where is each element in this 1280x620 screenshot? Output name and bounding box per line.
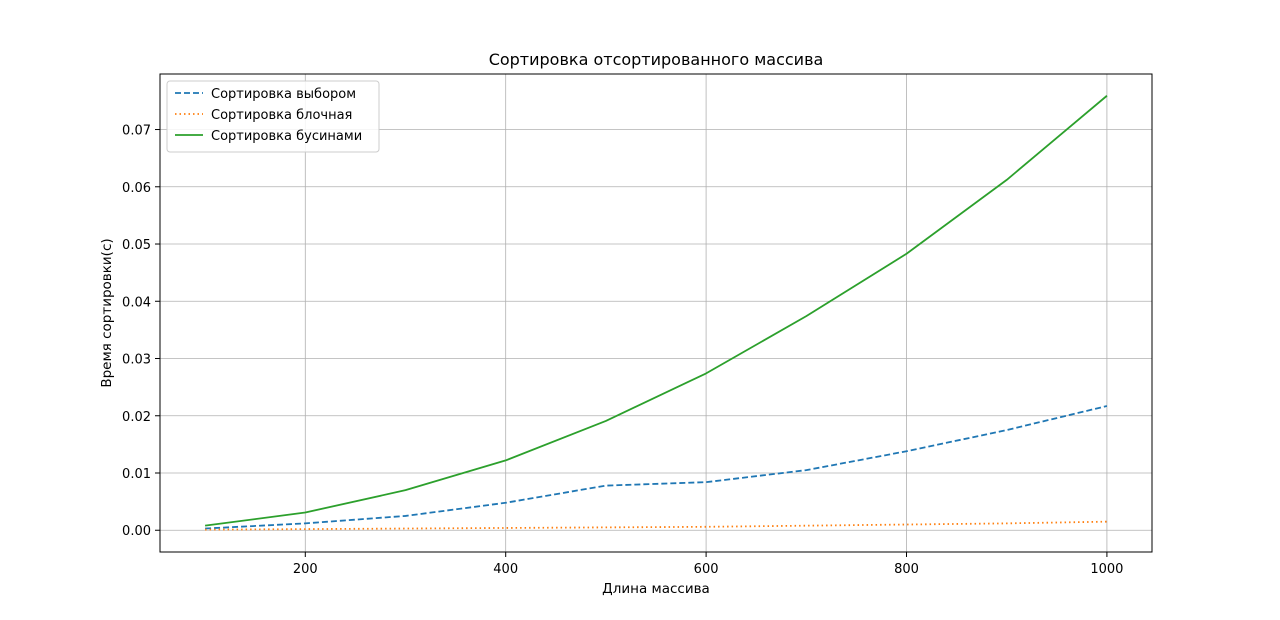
legend-label: Сортировка блочная (211, 108, 352, 123)
x-tick-label: 600 (694, 562, 719, 577)
chart-title: Сортировка отсортированного массива (489, 50, 824, 69)
series-group (204, 95, 1108, 531)
x-tick-label: 200 (293, 562, 318, 577)
x-tick-label: 400 (493, 562, 518, 577)
y-tick-label: 0.07 (122, 124, 151, 139)
legend-label: Сортировка выбором (211, 87, 356, 102)
grid (160, 74, 1152, 552)
axis-ticks: 200 400 600 800 1000 0.00 0.01 0.02 0.03 0.04 0.05… (122, 124, 1123, 577)
series-line-3 (204, 95, 1108, 527)
y-tick-label: 0.06 (122, 181, 151, 196)
legend-label: Сортировка бусинами (211, 129, 362, 144)
x-axis-label: Длина массива (602, 581, 710, 597)
x-tick-label: 1000 (1090, 562, 1123, 577)
y-tick-label: 0.05 (122, 238, 151, 253)
series-line-1 (205, 405, 1108, 530)
x-tick-label: 800 (894, 562, 919, 577)
y-tick-label: 0.01 (122, 467, 151, 482)
legend-box (166, 80, 380, 153)
series-line-2 (205, 520, 1107, 531)
legend: Сортировка выбором Сортировка блочная Сорт… (166, 80, 380, 153)
y-tick-label: 0.03 (122, 353, 151, 368)
y-tick-label: 0.04 (122, 295, 151, 310)
plot-frame (159, 73, 1153, 553)
y-tick-label: 0.00 (122, 524, 151, 539)
y-axis-label: Время сортировки(с) (99, 238, 115, 387)
y-tick-label: 0.02 (122, 410, 151, 425)
